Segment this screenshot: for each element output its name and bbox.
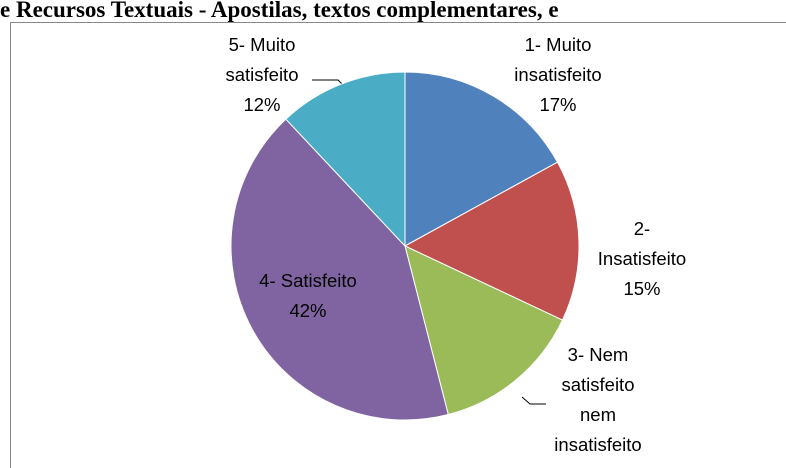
slice-label: 5- Muito satisfeito 12%: [182, 30, 342, 120]
category-label: 4- Satisfeito: [259, 270, 357, 291]
category-label: 2- Insatisfeito: [597, 218, 687, 269]
value-label: 15%: [623, 278, 661, 299]
pie-slice: [404, 71, 559, 247]
value-label: 17%: [539, 94, 577, 115]
category-label: 1- Muito insatisfeito: [514, 34, 602, 85]
pie-slice: [404, 245, 564, 416]
category-label: 3- Nem satisfeito nem insatisfeito: [554, 344, 642, 455]
slice-label: 3- Nem satisfeito nem insatisfeito: [518, 340, 678, 460]
chart-frame: [10, 22, 786, 468]
pie-slice: [230, 118, 449, 421]
leader-line: [521, 396, 546, 405]
slice-label: 4- Satisfeito 42%: [228, 266, 388, 326]
value-label: 42%: [289, 300, 327, 321]
leader-line: [312, 79, 343, 85]
value-label: 12%: [243, 94, 281, 115]
chart-title: e Recursos Textuais - Apostilas, textos …: [0, 0, 559, 22]
slice-label: 1- Muito insatisfeito 17%: [478, 30, 638, 120]
slice-label: 2- Insatisfeito 15%: [562, 214, 722, 304]
pie-slice: [403, 161, 580, 321]
category-label: 5- Muito satisfeito: [225, 34, 299, 85]
pie-slice: [285, 71, 406, 248]
